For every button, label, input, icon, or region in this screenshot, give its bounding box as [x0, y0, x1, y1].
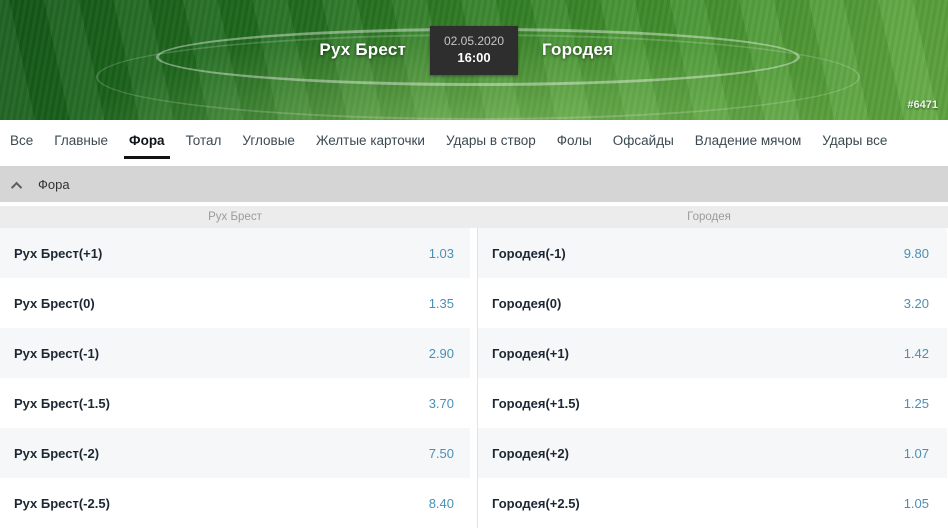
bet-label: Рух Брест(+1) [14, 245, 103, 261]
column-header-home: Рух Брест [208, 211, 262, 223]
bet-odds: 9.80 [903, 245, 929, 261]
handicap-market-rows: Рух Брест(+1) 1.03 Городея(-1) 9.80 Рух … [0, 228, 948, 528]
market-row: Рух Брест(+1) 1.03 Городея(-1) 9.80 [0, 228, 948, 278]
market-tab-label: Владение мячом [694, 132, 802, 148]
bet-label: Рух Брест(-1.5) [14, 395, 110, 411]
match-id: #6471 [907, 99, 938, 111]
bet-option[interactable]: Рух Брест(0) 1.35 [0, 278, 470, 328]
bet-option[interactable]: Городея(-1) 9.80 [477, 228, 947, 278]
market-tab[interactable]: Угловые [242, 120, 295, 160]
market-tab[interactable]: Главные [54, 120, 108, 160]
bet-odds: 1.35 [428, 295, 454, 311]
market-tab-label: Удары все [822, 132, 888, 148]
bet-odds: 1.07 [903, 445, 929, 461]
section-gap [0, 202, 948, 206]
bet-label: Рух Брест(-2) [14, 445, 100, 461]
bet-label: Городея(0) [492, 295, 562, 311]
market-tab-label: Желтые карточки [315, 132, 425, 148]
bet-odds: 1.25 [903, 395, 929, 411]
column-headers: Рух Брест Городея [0, 206, 948, 228]
bet-option[interactable]: Рух Брест(-2.5) 8.40 [0, 478, 470, 528]
match-strip: Рух Брест 02.05.2020 16:00 Городея [0, 25, 948, 75]
bet-option[interactable]: Городея(+2) 1.07 [477, 428, 947, 478]
market-row: Рух Брест(-1.5) 3.70 Городея(+1.5) 1.25 [0, 378, 948, 428]
section-title: Фора [38, 176, 70, 192]
away-team-name: Городея [542, 40, 614, 59]
bet-odds: 1.03 [428, 245, 454, 261]
bet-label: Рух Брест(-1) [14, 345, 100, 361]
market-tab[interactable]: Удары все [822, 120, 887, 160]
chevron-up-icon [10, 181, 23, 193]
bet-odds: 1.42 [903, 345, 929, 361]
bet-label: Рух Брест(-2.5) [14, 495, 110, 511]
market-tab[interactable]: Тотал [186, 120, 222, 160]
home-team-name: Рух Брест [319, 40, 406, 59]
bet-odds: 3.70 [428, 395, 454, 411]
market-tab[interactable]: Офсайды [613, 120, 674, 160]
bet-odds: 2.90 [428, 345, 454, 361]
market-row: Рух Брест(-1) 2.90 Городея(+1) 1.42 [0, 328, 948, 378]
bet-label: Рух Брест(0) [14, 295, 95, 311]
market-tab-label: Фолы [556, 132, 592, 148]
bet-label: Городея(+1.5) [492, 395, 580, 411]
bet-odds: 8.40 [428, 495, 454, 511]
bet-option[interactable]: Городея(+1.5) 1.25 [477, 378, 947, 428]
bet-option[interactable]: Рух Брест(-2) 7.50 [0, 428, 470, 478]
market-tab[interactable]: Владение мячом [695, 120, 801, 160]
market-row: Рух Брест(-2.5) 8.40 Городея(+2.5) 1.05 [0, 478, 948, 528]
market-tab-label: Тотал [185, 132, 222, 148]
bet-option[interactable]: Городея(+1) 1.42 [477, 328, 947, 378]
match-datetime-box: 02.05.2020 16:00 [430, 25, 518, 75]
market-tab-label: Фора [129, 132, 165, 148]
market-tab[interactable]: Все [10, 120, 33, 160]
bet-odds: 3.20 [903, 295, 929, 311]
bet-option[interactable]: Городея(+2.5) 1.05 [477, 478, 947, 528]
bet-option[interactable]: Городея(0) 3.20 [477, 278, 947, 328]
market-tab[interactable]: Фора [124, 120, 170, 160]
section-header-fora[interactable]: Фора [0, 166, 948, 202]
tab-gap [0, 160, 948, 166]
bet-label: Городея(-1) [492, 245, 566, 261]
bet-label: Городея(+2.5) [492, 495, 580, 511]
market-tab-label: Все [10, 132, 34, 148]
market-tab-label: Удары в створ [445, 132, 536, 148]
match-date: 02.05.2020 [443, 34, 505, 48]
bet-odds: 1.05 [903, 495, 929, 511]
market-tab-label: Угловые [242, 132, 295, 148]
market-tab-label: Офсайды [612, 132, 674, 148]
market-tabs: Все Главные Фора Тотал Угловые Желтые ка… [0, 120, 948, 160]
market-tab[interactable]: Фолы [557, 120, 592, 160]
bet-odds: 7.50 [428, 445, 454, 461]
bet-label: Городея(+2) [492, 445, 569, 461]
bet-option[interactable]: Рух Брест(+1) 1.03 [0, 228, 470, 278]
market-tab[interactable]: Желтые карточки [316, 120, 425, 160]
bet-option[interactable]: Рух Брест(-1) 2.90 [0, 328, 470, 378]
match-header: Рух Брест 02.05.2020 16:00 Городея #6471 [0, 0, 948, 120]
match-time: 16:00 [457, 50, 491, 65]
market-row: Рух Брест(-2) 7.50 Городея(+2) 1.07 [0, 428, 948, 478]
market-tab-label: Главные [54, 132, 109, 148]
bet-option[interactable]: Рух Брест(-1.5) 3.70 [0, 378, 470, 428]
column-header-away: Городея [687, 211, 731, 223]
bet-label: Городея(+1) [492, 345, 569, 361]
market-tab[interactable]: Удары в створ [446, 120, 536, 160]
market-row: Рух Брест(0) 1.35 Городея(0) 3.20 [0, 278, 948, 328]
